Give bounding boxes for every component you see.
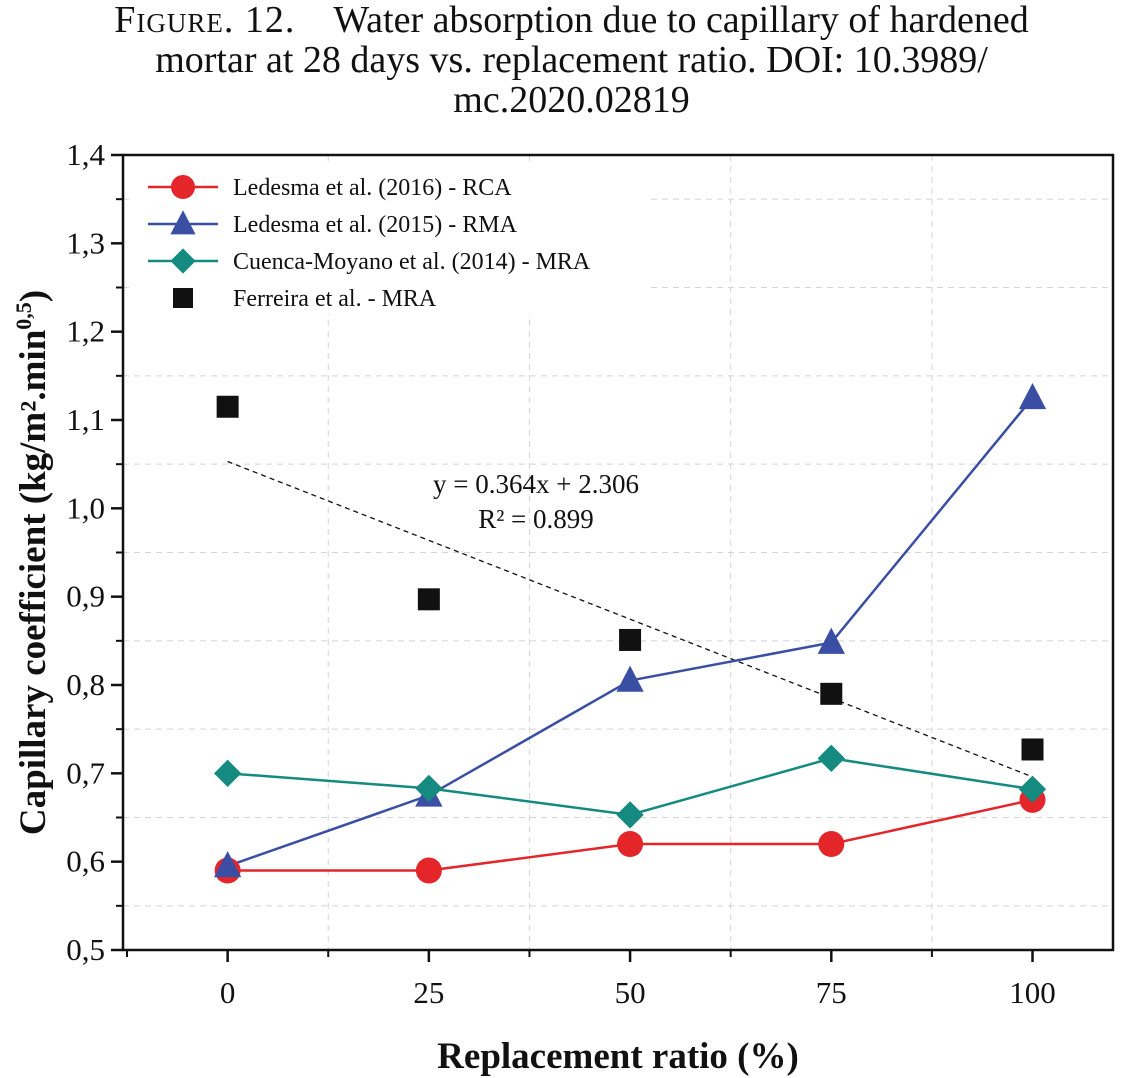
series-group [213, 382, 1047, 884]
y-tick-label: 0,5 [66, 932, 105, 967]
data-point-circle [818, 831, 845, 857]
caption-line-3: mc.2020.02819 [453, 79, 690, 121]
legend-background [133, 164, 648, 314]
caption-line-2: mortar at 28 days vs. replacement ratio.… [155, 39, 988, 81]
legend-marker [173, 288, 193, 308]
data-point-diamond [616, 801, 644, 829]
data-point-circle [617, 831, 644, 857]
legend-marker [171, 175, 195, 199]
trendline [227, 460, 1033, 778]
x-tick-label: 75 [816, 975, 847, 1010]
trend-equation: y = 0.364x + 2.306 [433, 469, 639, 499]
caption-label: Figure. 12. [114, 0, 296, 41]
x-tick-label: 50 [615, 975, 646, 1010]
trend-r-squared: R² = 0.899 [478, 504, 594, 534]
data-point-triangle [817, 627, 845, 654]
x-axis-title: Replacement ratio (%) [437, 1036, 799, 1077]
y-tick-label: 1,0 [66, 490, 105, 525]
caption-line-1: Figure. 12. Water absorption due to capi… [0, 0, 1143, 40]
trend-annotations: y = 0.364x + 2.306 R² = 0.899 [433, 469, 639, 534]
data-point-circle [415, 857, 442, 884]
caption-text-1: Water absorption due to capillary of har… [333, 0, 1029, 41]
axis-titles: Replacement ratio (%) Capillary coefficie… [11, 290, 799, 1077]
y-tick-label: 1,2 [66, 314, 105, 349]
data-point-square [820, 682, 843, 705]
y-axis-title: Capillary coefficient (kg/m².min0,5) [11, 290, 54, 835]
y-tick-label: 1,3 [66, 225, 105, 260]
legend-label: Ferreira et al. - MRA [233, 286, 437, 312]
legend-marker [170, 210, 196, 235]
data-point-square [417, 588, 440, 611]
x-tick-label: 25 [413, 975, 444, 1010]
legend-label: Ledesma et al. (2015) - RMA [233, 212, 518, 238]
data-point-triangle [616, 665, 644, 692]
data-point-triangle [213, 851, 242, 878]
data-point-square [619, 628, 642, 651]
figure-caption: Figure. 12. Water absorption due to capi… [0, 0, 1143, 120]
data-point-diamond [1018, 775, 1047, 803]
y-tick-label: 1,4 [66, 137, 105, 172]
data-point-diamond [817, 744, 845, 772]
data-point-square [216, 395, 239, 418]
data-point-square [1021, 738, 1044, 761]
y-tick-label: 0,9 [66, 579, 105, 614]
x-tick-label: 100 [1009, 975, 1056, 1010]
legend: Ledesma et al. (2016) - RCA Ledesma et al… [133, 164, 648, 314]
data-point-triangle [1018, 382, 1047, 410]
data-point-diamond [415, 774, 443, 802]
y-tick-label: 0,8 [66, 667, 105, 702]
y-tick-label: 1,1 [66, 402, 105, 437]
y-tick-label: 0,7 [66, 755, 105, 790]
legend-marker [170, 248, 196, 274]
legend-label: Ledesma et al. (2016) - RCA [233, 175, 512, 201]
legend-label: Cuenca-Moyano et al. (2014) - MRA [233, 249, 591, 275]
data-point-diamond [213, 759, 242, 787]
trendline-group [227, 460, 1033, 778]
axis-ticks: 0,5 0,6 0,7 0,8 0,9 1,0 1,1 1,2 1,3 1,4 0 25 50 75 100 [66, 137, 1056, 1010]
x-tick-label: 0 [220, 975, 236, 1010]
y-tick-label: 0,6 [66, 844, 105, 879]
